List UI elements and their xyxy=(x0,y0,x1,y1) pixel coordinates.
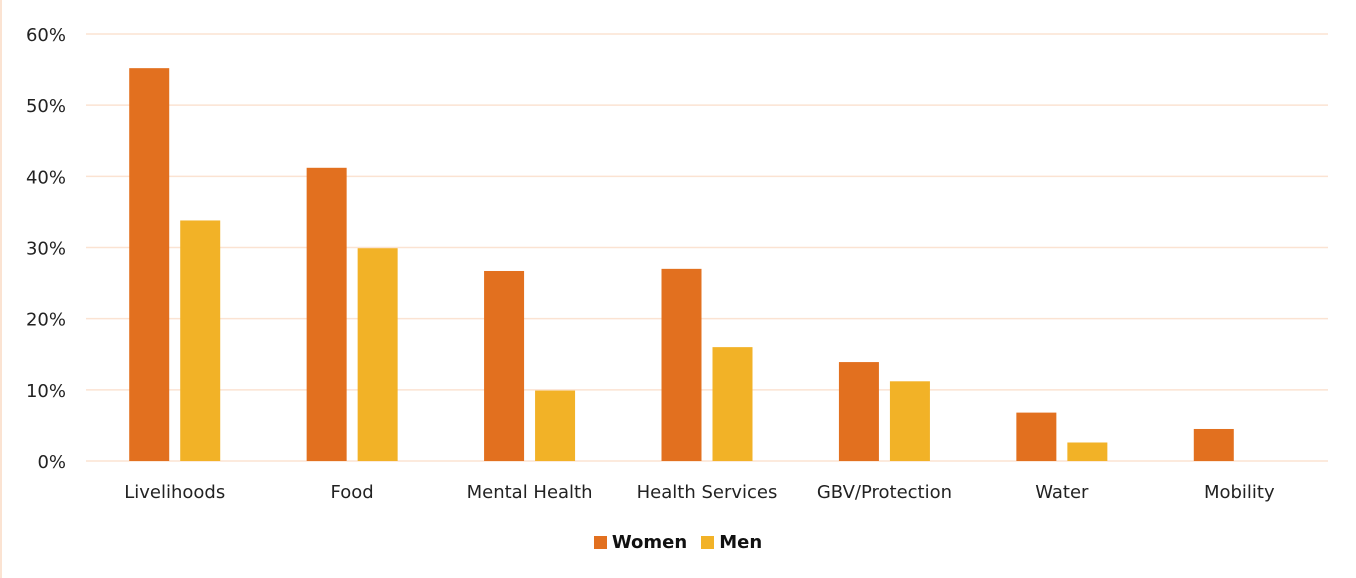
bar-men xyxy=(712,347,753,461)
y-axis-ticks: 0% 10% 20% 30% 40% 50% 60% xyxy=(26,25,66,473)
bar-women xyxy=(661,268,702,461)
x-tick-label: Health Services xyxy=(637,482,778,503)
bar-women xyxy=(129,68,170,461)
bar-men xyxy=(889,381,930,461)
x-tick-label: Food xyxy=(331,482,374,503)
x-tick-label: Water xyxy=(1035,482,1089,503)
bar-men xyxy=(1067,442,1108,461)
legend-item-women: Women xyxy=(593,532,688,553)
y-tick-label: 50% xyxy=(26,96,66,117)
y-tick-label: 10% xyxy=(26,381,66,402)
gridlines xyxy=(86,33,1328,462)
y-tick-label: 0% xyxy=(37,452,66,473)
x-tick-label: Mental Health xyxy=(467,482,593,503)
legend-swatch-women xyxy=(593,536,607,549)
legend-label-women: Women xyxy=(611,532,688,553)
x-axis-labels: Livelihoods Food Mental Health Health Servi… xyxy=(124,482,1275,503)
y-tick-label: 60% xyxy=(26,25,66,46)
legend-label-men: Men xyxy=(719,532,763,553)
bar-men xyxy=(535,390,576,461)
bar-women xyxy=(838,362,879,461)
legend-swatch-men xyxy=(701,536,715,549)
x-tick-label: Livelihoods xyxy=(124,482,225,503)
bar-men xyxy=(180,220,221,461)
bar-men xyxy=(357,248,398,461)
x-tick-label: Mobility xyxy=(1204,482,1275,503)
bar-women xyxy=(1016,412,1057,461)
bar-women xyxy=(306,167,347,461)
legend: Women Men xyxy=(0,532,1356,553)
bar-women xyxy=(1193,428,1234,461)
bars xyxy=(129,68,1234,461)
y-tick-label: 30% xyxy=(26,239,66,260)
y-tick-label: 20% xyxy=(26,310,66,331)
legend-item-men: Men xyxy=(701,532,762,553)
x-tick-label: GBV/Protection xyxy=(817,482,952,503)
bar-women xyxy=(484,270,525,461)
y-tick-label: 40% xyxy=(26,167,66,188)
